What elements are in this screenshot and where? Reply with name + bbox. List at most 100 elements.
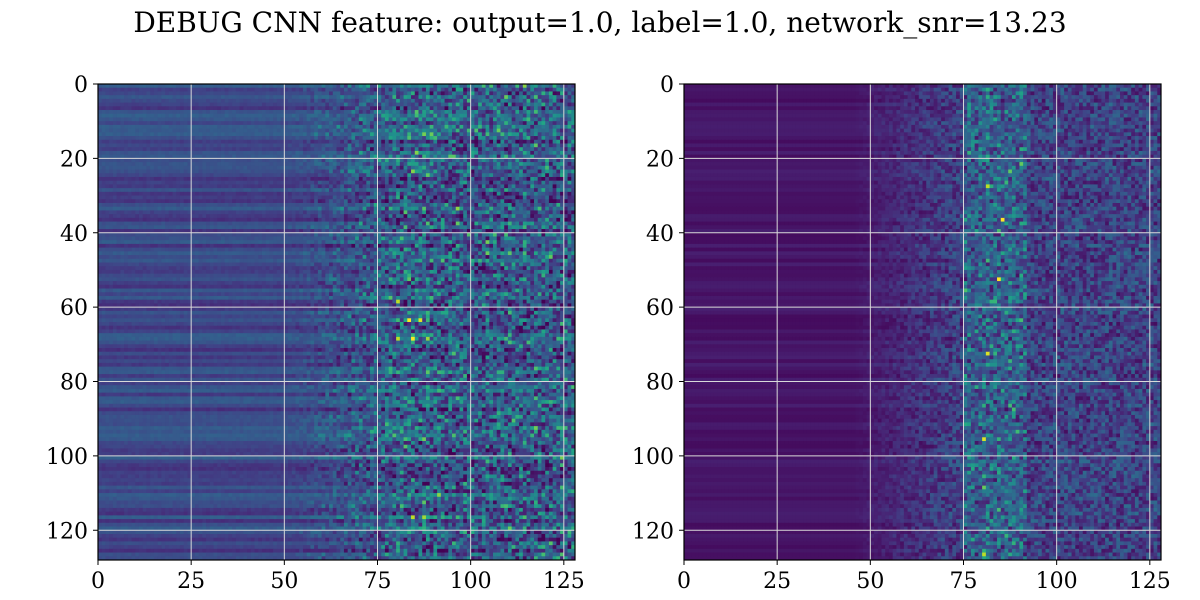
heatmap-cell (486, 129, 490, 133)
heatmap-cell (448, 166, 452, 170)
heatmap-cell (221, 214, 225, 218)
heatmap-cell (549, 129, 553, 133)
heatmap-cell (307, 222, 311, 226)
heatmap-cell (329, 166, 333, 170)
heatmap-cell (325, 140, 329, 144)
heatmap-cell (445, 181, 449, 185)
heatmap-cell (459, 121, 463, 125)
heatmap-cell (199, 218, 203, 222)
heatmap-cell (214, 218, 218, 222)
heatmap-cell (564, 199, 568, 203)
heatmap-cell (240, 144, 244, 148)
heatmap-cell (377, 151, 381, 155)
heatmap-cell (210, 170, 214, 174)
heatmap-cell (251, 162, 255, 166)
heatmap-cell (430, 173, 434, 177)
heatmap-cell (132, 117, 136, 121)
heatmap-cell (463, 106, 467, 110)
heatmap-cell (314, 103, 318, 107)
heatmap-cell (426, 181, 430, 185)
heatmap-cell (541, 181, 545, 185)
heatmap-cell (474, 132, 478, 136)
heatmap-cell (407, 173, 411, 177)
heatmap-cell (329, 144, 333, 148)
heatmap-cell (530, 125, 534, 129)
heatmap-cell (441, 218, 445, 222)
heatmap-cell (504, 114, 508, 118)
heatmap-cell (500, 144, 504, 148)
heatmap-cell (158, 188, 162, 192)
heatmap-cell (426, 199, 430, 203)
heatmap-cell (325, 132, 329, 136)
heatmap-cell (232, 136, 236, 140)
heatmap-cell (251, 199, 255, 203)
heatmap-cell (146, 140, 150, 144)
heatmap-cell (452, 203, 456, 207)
heatmap-cell (296, 125, 300, 129)
heatmap-cell (214, 196, 218, 200)
heatmap-cell (508, 140, 512, 144)
heatmap-cell (452, 181, 456, 185)
heatmap-cell (169, 170, 173, 174)
heatmap-cell (236, 144, 240, 148)
heatmap-cell (523, 114, 527, 118)
heatmap-cell (161, 173, 165, 177)
heatmap-cell (173, 203, 177, 207)
heatmap-cell (359, 147, 363, 151)
heatmap-cell (396, 88, 400, 92)
heatmap-cell (217, 192, 221, 196)
heatmap-cell (418, 110, 422, 114)
heatmap-cell (523, 125, 527, 129)
heatmap-cell (519, 196, 523, 200)
heatmap-cell (366, 106, 370, 110)
heatmap-cell (519, 84, 523, 88)
heatmap-cell (493, 117, 497, 121)
heatmap-cell (530, 188, 534, 192)
heatmap-cell (210, 203, 214, 207)
heatmap-cell (389, 158, 393, 162)
heatmap-cell (266, 129, 270, 133)
heatmap-cell (452, 177, 456, 181)
heatmap-cell (508, 166, 512, 170)
heatmap-cell (564, 129, 568, 133)
heatmap-cell (303, 91, 307, 95)
heatmap-cell (266, 222, 270, 226)
heatmap-cell (463, 121, 467, 125)
heatmap-cell (433, 222, 437, 226)
heatmap-cell (359, 207, 363, 211)
heatmap-cell (322, 103, 326, 107)
heatmap-cell (556, 199, 560, 203)
heatmap-cell (404, 147, 408, 151)
heatmap-cell (303, 117, 307, 121)
heatmap-cell (370, 140, 374, 144)
heatmap-cell (377, 121, 381, 125)
heatmap-cell (400, 188, 404, 192)
heatmap-cell (553, 196, 557, 200)
heatmap-cell (508, 99, 512, 103)
heatmap-cell (117, 84, 121, 88)
heatmap-cell (139, 166, 143, 170)
heatmap-cell (385, 181, 389, 185)
heatmap-cell (329, 162, 333, 166)
heatmap-cell (359, 125, 363, 129)
heatmap-cell (299, 207, 303, 211)
heatmap-cell (288, 214, 292, 218)
heatmap-cell (340, 214, 344, 218)
heatmap-cell (228, 166, 232, 170)
heatmap-cell (262, 184, 266, 188)
heatmap-cell (333, 214, 337, 218)
heatmap-cell (415, 136, 419, 140)
heatmap-cell (527, 192, 531, 196)
heatmap-cell (228, 196, 232, 200)
heatmap-cell (176, 110, 180, 114)
heatmap-cell (120, 121, 124, 125)
heatmap-cell (273, 114, 277, 118)
heatmap-cell (441, 147, 445, 151)
heatmap-cell (255, 91, 259, 95)
heatmap-cell (117, 218, 121, 222)
heatmap-cell (284, 129, 288, 133)
heatmap-cell (415, 91, 419, 95)
heatmap-cell (240, 222, 244, 226)
heatmap-cell (329, 192, 333, 196)
heatmap-cell (568, 162, 572, 166)
